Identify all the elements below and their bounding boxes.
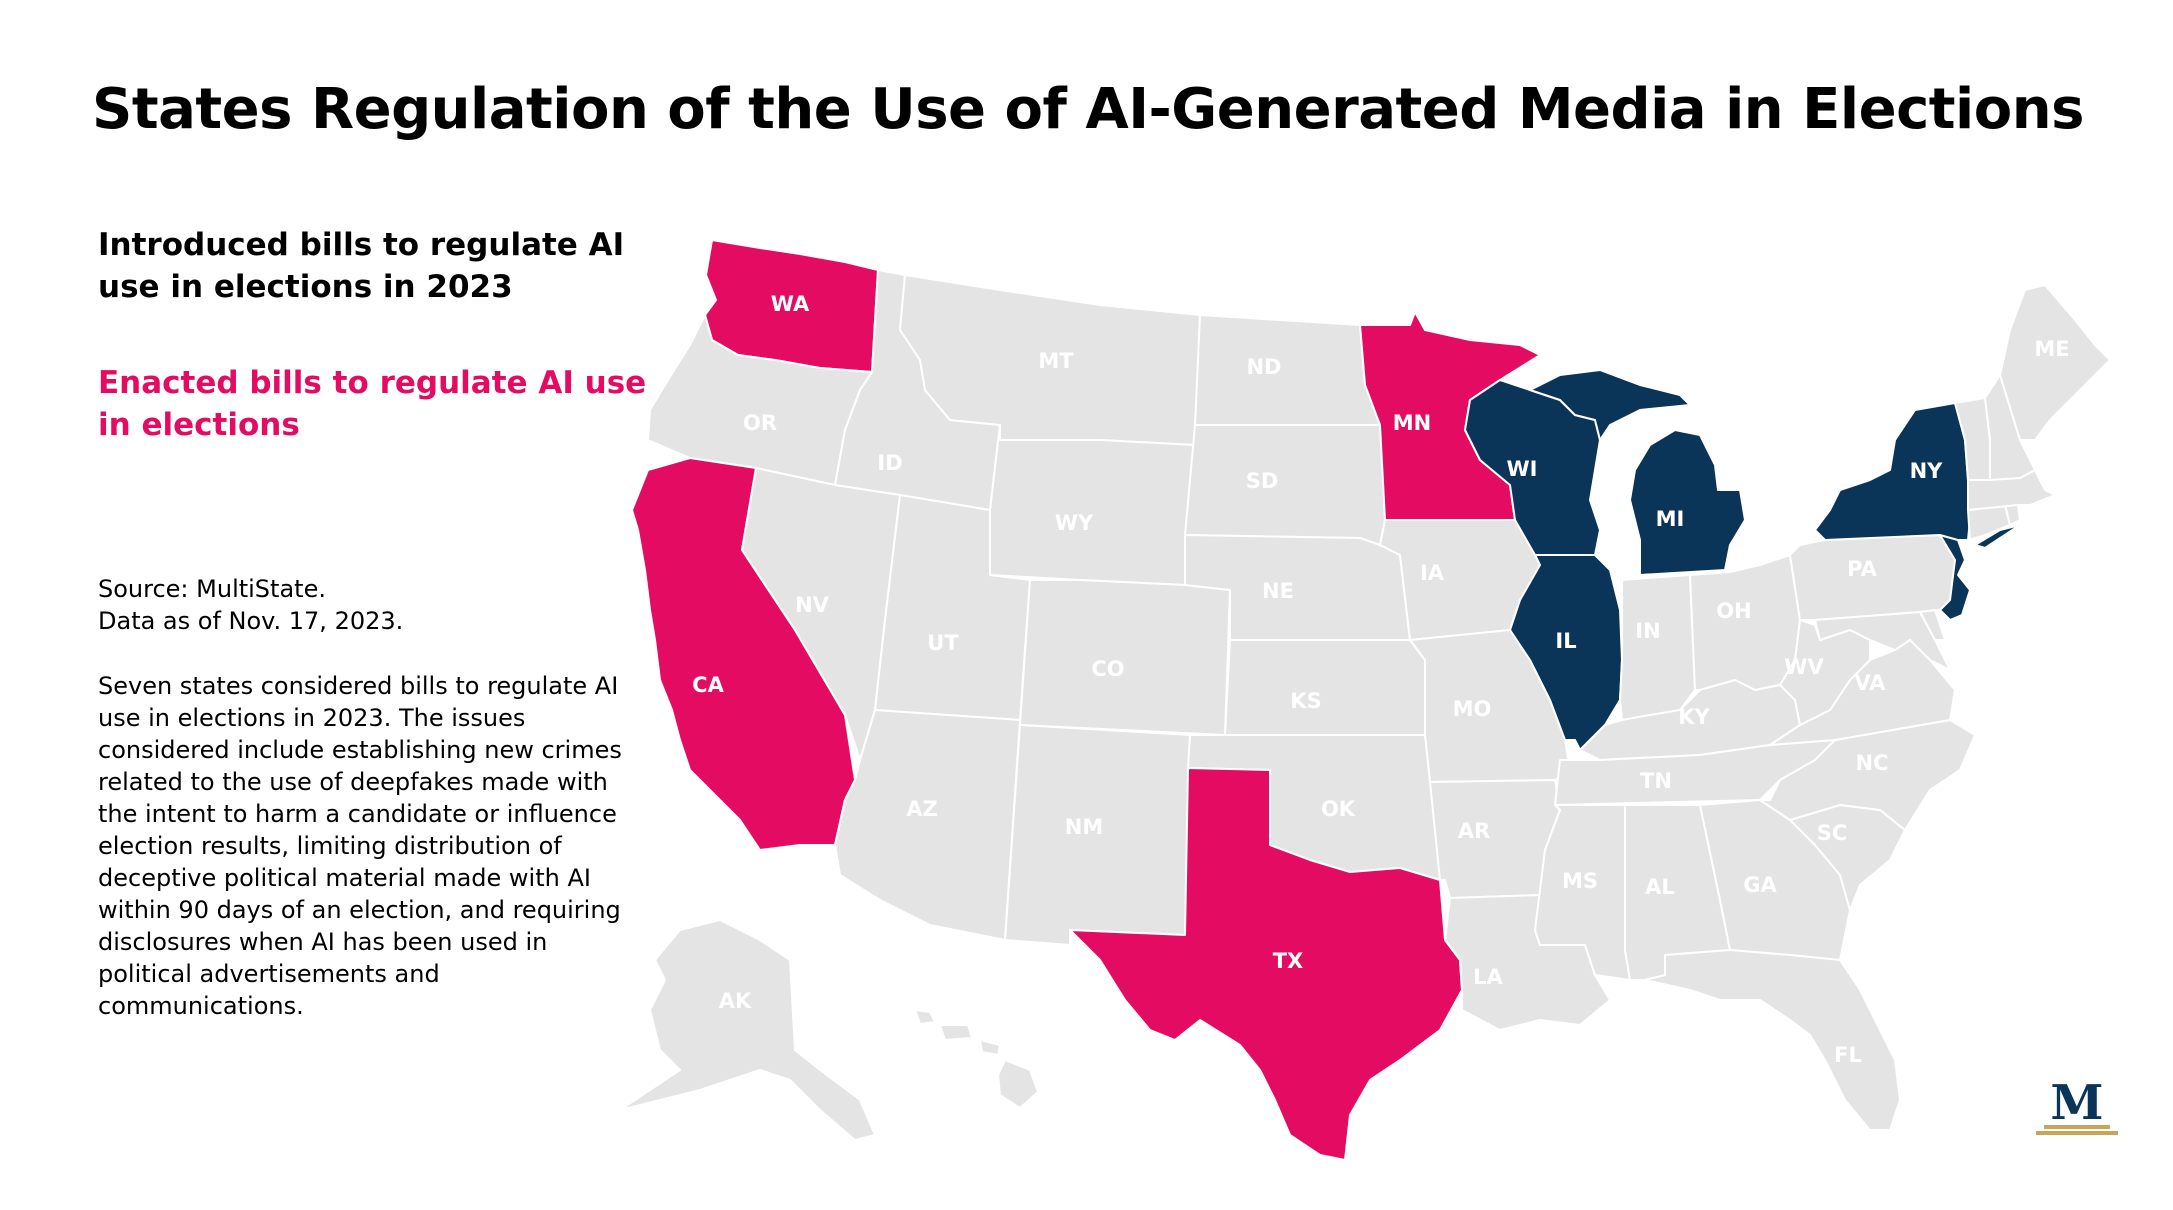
label-NY: NY <box>1910 459 1944 483</box>
label-TX: TX <box>1273 949 1304 973</box>
label-FL: FL <box>1834 1043 1862 1067</box>
label-AK: AK <box>719 989 752 1013</box>
state-DE[interactable] <box>1919 609 1946 641</box>
state-IN[interactable] <box>1619 574 1696 721</box>
state-MI-up[interactable] <box>1529 369 1691 441</box>
label-CA: CA <box>692 673 724 697</box>
state-WV[interactable] <box>1779 619 1871 726</box>
state-NC[interactable] <box>1759 719 1976 831</box>
label-LA: LA <box>1473 965 1503 989</box>
label-IN: IN <box>1635 619 1660 643</box>
label-MD: MD <box>1971 651 2009 675</box>
label-VA: VA <box>1854 671 1886 695</box>
state-ME[interactable] <box>1999 284 2111 441</box>
state-NJ[interactable] <box>1939 534 1971 621</box>
state-IL[interactable] <box>1509 554 1623 751</box>
label-NE: NE <box>1262 579 1294 603</box>
label-TN: TN <box>1640 769 1672 793</box>
label-IL: IL <box>1555 629 1576 653</box>
label-MN: MN <box>1393 411 1431 435</box>
data-date-line: Data as of Nov. 17, 2023. <box>98 607 404 635</box>
label-MI: MI <box>1656 507 1685 531</box>
source-note: Source: MultiState. Data as of Nov. 17, … <box>98 573 638 637</box>
label-SD: SD <box>1246 469 1279 493</box>
logo-bar-top <box>2044 1125 2110 1129</box>
label-NJ: NJ <box>1983 561 2008 585</box>
state-SD[interactable] <box>1184 424 1386 546</box>
label-HI: HI <box>939 1063 964 1087</box>
source-line: Source: MultiState. <box>98 575 326 603</box>
label-OR: OR <box>743 411 777 435</box>
label-NC: NC <box>1856 751 1889 775</box>
label-DE: DE <box>1974 615 2006 639</box>
label-AZ: AZ <box>906 797 937 821</box>
state-KS[interactable] <box>1224 639 1426 736</box>
label-UT: UT <box>927 631 959 655</box>
label-CO: CO <box>1091 657 1124 681</box>
state-AK[interactable] <box>619 919 876 1141</box>
label-PA: PA <box>1847 557 1877 581</box>
state-HI[interactable] <box>914 1009 1039 1109</box>
logo-bar-bottom <box>2036 1131 2118 1135</box>
legend-introduced-label: Introduced bills to regulate AI use in e… <box>98 227 625 305</box>
legend-enacted-label: Enacted bills to regulate AI use in elec… <box>98 365 647 443</box>
state-CO[interactable] <box>1019 579 1231 736</box>
label-ND: ND <box>1246 355 1281 379</box>
label-NM: NM <box>1065 815 1103 839</box>
label-AR: AR <box>1458 819 1490 843</box>
label-WY: WY <box>1055 511 1094 535</box>
label-WV: WV <box>1784 655 1824 679</box>
label-VT: VT <box>1963 359 1994 383</box>
label-KS: KS <box>1290 689 1321 713</box>
label-RI: RI <box>2062 501 2086 525</box>
label-IA: IA <box>1420 561 1445 585</box>
state-TX[interactable] <box>1069 767 1463 1161</box>
label-ME: ME <box>2034 337 2069 361</box>
label-ID: ID <box>877 451 902 475</box>
label-OH: OH <box>1716 599 1751 623</box>
logo-letter: M <box>2050 1075 2103 1131</box>
label-OK: OK <box>1321 797 1356 821</box>
description-text: Seven states considered bills to regulat… <box>98 672 622 1020</box>
state-WY[interactable] <box>989 424 1196 586</box>
label-AL: AL <box>1645 875 1675 899</box>
label-MT: MT <box>1038 349 1074 373</box>
label-MA: MA <box>2075 477 2113 501</box>
label-NH: NH <box>2026 437 2061 461</box>
page-title: States Regulation of the Use of AI-Gener… <box>92 77 2084 142</box>
label-WI: WI <box>1507 457 1538 481</box>
label-MS: MS <box>1562 869 1598 893</box>
label-WA: WA <box>771 292 810 316</box>
multistate-logo-icon: M <box>2036 1075 2118 1135</box>
label-CT: CT <box>2025 519 2055 543</box>
state-MI[interactable] <box>1629 429 1746 576</box>
label-SC: SC <box>1817 821 1848 845</box>
state-FL[interactable] <box>1644 949 1901 1131</box>
label-GA: GA <box>1743 873 1777 897</box>
label-NV: NV <box>795 593 830 617</box>
label-MO: MO <box>1453 697 1492 721</box>
label-KY: KY <box>1678 705 1710 729</box>
state-ND[interactable] <box>1194 314 1381 426</box>
